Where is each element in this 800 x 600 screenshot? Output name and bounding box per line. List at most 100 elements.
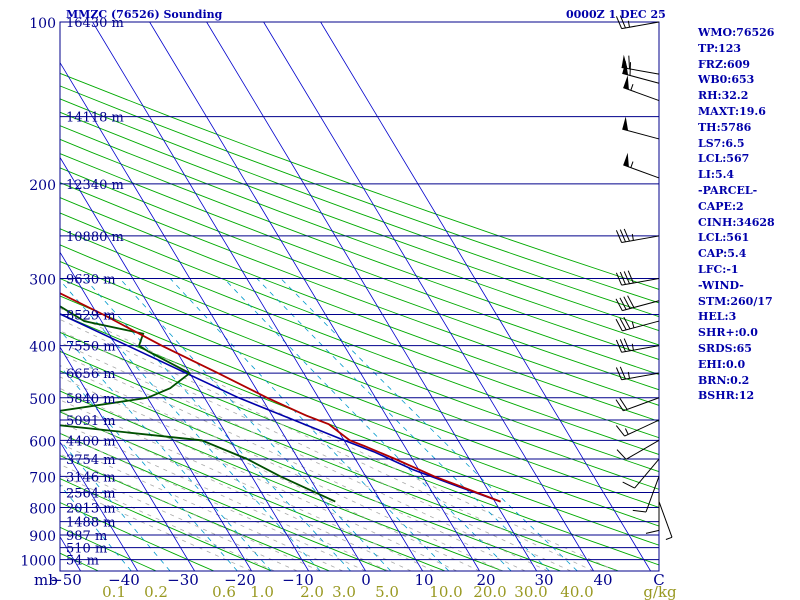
height-label: 4400 m: [66, 434, 116, 449]
wind-barb-flag: [616, 449, 627, 460]
wind-barb-flag: [615, 318, 623, 332]
temperature-tick-label: 10: [414, 571, 433, 589]
height-label: 8529 m: [66, 309, 116, 324]
dry-adiabat: [60, 138, 659, 361]
moist-adiabat: [60, 387, 457, 571]
height-label: 510 m: [66, 542, 107, 557]
mixing-ratio-tick-label: 1.0: [250, 583, 274, 600]
pressure-tick-label: 300: [29, 273, 56, 289]
dry-adiabat: [60, 244, 659, 473]
wind-barb-flag: [627, 270, 634, 284]
pressure-tick-label: 200: [29, 178, 56, 194]
height-label: 6656 m: [66, 367, 116, 382]
height-label: 12340 m: [66, 178, 124, 193]
profiles: [60, 292, 501, 503]
index-row: SHR+:0.0: [698, 326, 758, 340]
pressure-tick-label: 400: [29, 340, 56, 356]
height-label: 5091 m: [66, 414, 116, 429]
moist-adiabat: [60, 330, 571, 571]
isotherm: [0, 22, 24, 571]
height-label: 987 m: [66, 529, 107, 544]
dry-adiabat: [60, 278, 659, 508]
mixing-ratio-line: [60, 329, 272, 571]
wind-barb-flag: [615, 425, 625, 437]
moist-adiabat: [60, 421, 389, 571]
wind-barbs: [615, 15, 673, 540]
mixing-ratio-tick-label: 0.6: [212, 583, 236, 600]
wind-barb-half-flag: [665, 536, 673, 540]
index-row: SRDS:65: [698, 341, 752, 355]
wind-barb-flag: [615, 230, 623, 243]
wind-barb: [615, 295, 660, 312]
pressure-tick-label: 100: [29, 16, 56, 32]
height-label: 7550 m: [66, 340, 116, 355]
wind-barb-flag: [623, 316, 631, 330]
index-row: MAXT:19.6: [698, 104, 766, 118]
dry-adiabat: [60, 72, 659, 290]
dry-adiabat: [0, 22, 41, 571]
wind-barb-shaft: [621, 345, 660, 353]
mixing-ratio-tick-label: 20.0: [473, 583, 506, 600]
date-title: 0000Z 1 DEC 25: [566, 8, 666, 21]
moist-adiabat: [60, 307, 617, 571]
wind-barb-shaft: [622, 72, 660, 84]
index-row: FRZ:609: [698, 57, 751, 71]
height-label: 54 m: [66, 554, 99, 569]
wind-barb-shaft: [621, 235, 660, 243]
wind-barb-flag: [615, 339, 623, 353]
isotherm: [206, 22, 537, 571]
wind-barb-shaft: [625, 439, 660, 460]
index-row: CAPE:2: [698, 199, 744, 213]
wind-barb-half-flag: [627, 20, 630, 28]
isotherm: [263, 22, 594, 571]
pressure-tick-label: 900: [29, 529, 56, 545]
wind-barb-shaft: [621, 21, 660, 30]
isotherm: [320, 22, 651, 571]
height-label: 5840 m: [66, 392, 116, 407]
height-label: 3754 m: [66, 453, 116, 468]
height-label: 3146 m: [66, 470, 116, 485]
indices-panel: WMO:76526 TP:123 FRZ:609 WB0:653 RH:32.2 MAXT…: [698, 25, 775, 404]
moist-adiabat: [60, 410, 412, 571]
index-row: EHI:0.0: [698, 357, 746, 371]
index-row: LFC:-1: [698, 262, 739, 276]
wind-barb-flag: [627, 295, 635, 308]
mixing-ratio-tick-label: 10.0: [429, 583, 462, 600]
mixing-ratio-tick-label: 0.1: [102, 583, 126, 600]
wind-barb-flag: [615, 298, 623, 311]
temperature-tick-label: 40: [593, 571, 612, 589]
wind-barb-flag: [615, 16, 623, 29]
wind-barb-flag: [619, 366, 626, 380]
index-row: LI:5.4: [698, 168, 735, 182]
index-row: RH:32.2: [698, 89, 749, 103]
wind-barb-shaft: [621, 372, 660, 381]
wind-barb-shaft: [634, 458, 660, 489]
isotherm: [60, 156, 309, 571]
dry-adiabat: [60, 502, 215, 571]
dry-adiabat: [60, 182, 659, 406]
dry-adiabat: [60, 295, 659, 527]
wind-barb-half-flag: [631, 343, 634, 351]
mixing-ratio-line: [169, 278, 450, 571]
dry-adiabat: [60, 432, 388, 571]
wind-barb-shaft: [658, 501, 673, 538]
index-row: WB0:653: [698, 73, 755, 87]
dry-adiabat: [60, 478, 272, 571]
wind-barb-flag: [619, 339, 626, 352]
wind-barb-half-flag: [624, 428, 629, 435]
dry-adiabat: [60, 98, 659, 318]
wind-barb-flag: [623, 228, 630, 242]
wind-barb-shaft: [623, 87, 660, 102]
mixing-ratio-tick-label: 3.0: [332, 583, 356, 600]
isotherm: [60, 441, 138, 571]
wind-barb-flag: [628, 55, 630, 69]
wind-barb-flag: [615, 367, 623, 380]
wind-barb: [615, 366, 660, 381]
wind-barb: [623, 152, 660, 179]
index-row: -WIND-: [698, 278, 744, 292]
mixing-ratio-line: [84, 278, 351, 571]
index-row: -PARCEL-: [698, 183, 758, 197]
dry-adiabat: [60, 153, 659, 375]
wind-barb: [615, 316, 660, 332]
